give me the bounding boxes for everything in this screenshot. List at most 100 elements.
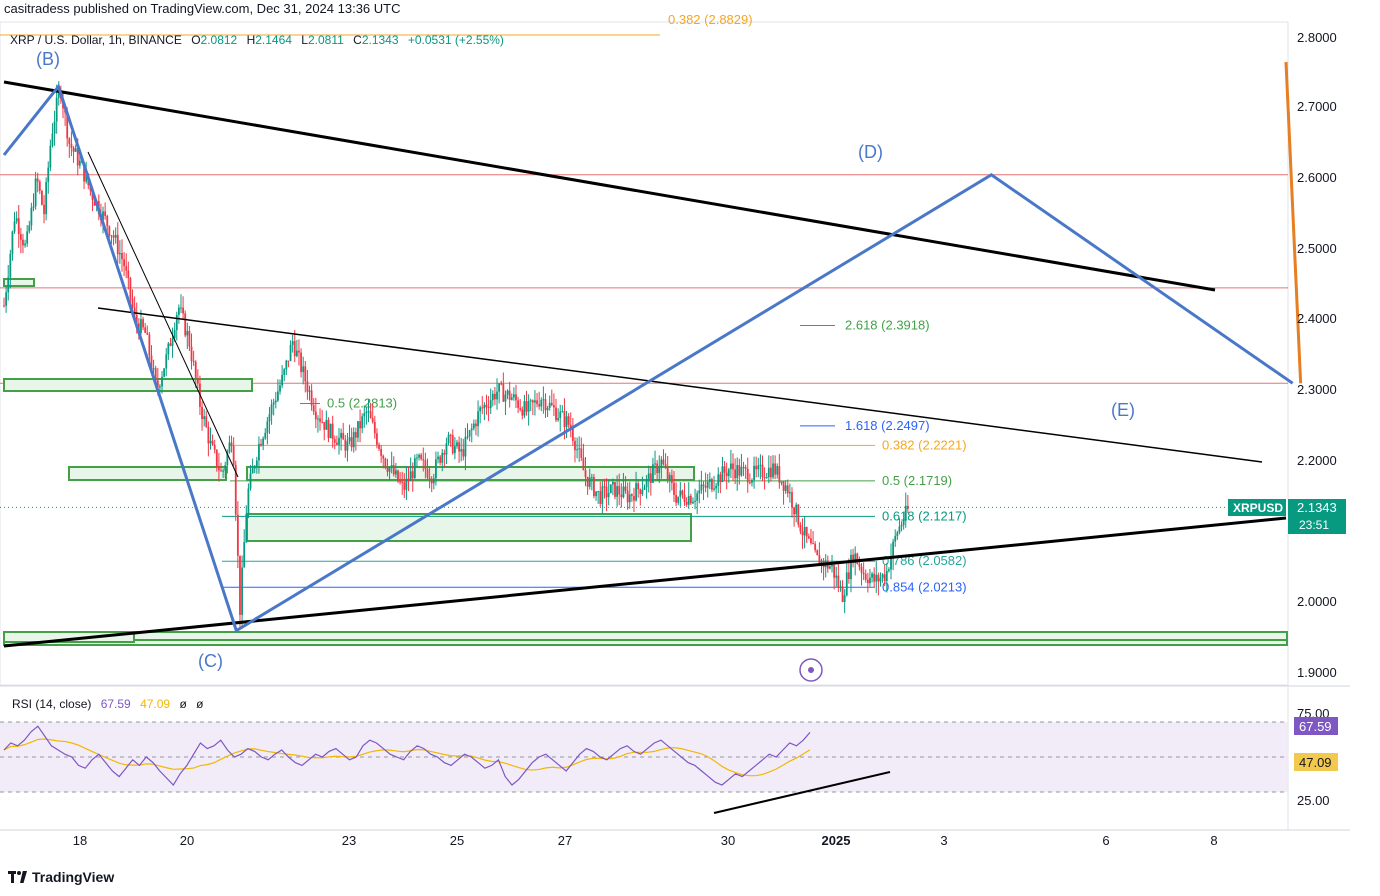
candle-body [167, 343, 170, 355]
candle-body [424, 460, 427, 469]
tradingview-footer[interactable]: TradingView [8, 869, 114, 885]
candle-body [209, 440, 212, 444]
candle-body [140, 319, 142, 333]
candle-body [677, 496, 680, 503]
candle-body [871, 573, 873, 578]
candle-body [696, 493, 699, 501]
candle-body [835, 575, 838, 578]
candle-body [57, 90, 60, 98]
candle-body [270, 404, 273, 415]
candle-body [171, 337, 174, 346]
tradingview-logo-icon [8, 871, 28, 883]
candle-body [420, 454, 423, 459]
time-axis-tick-label: 3 [940, 833, 947, 848]
candle-body [523, 401, 526, 416]
candle-body [614, 482, 616, 497]
candle-body [399, 481, 402, 483]
candle-body [810, 538, 812, 544]
support-zone-box [3, 631, 135, 643]
candle-body [658, 467, 661, 473]
candle-body [666, 467, 669, 480]
candle-body [498, 383, 501, 392]
candle-body [504, 394, 507, 402]
candle-body [734, 469, 737, 479]
candle-body [460, 449, 463, 452]
candle-body [281, 374, 284, 386]
candle-body [331, 423, 334, 440]
candle-body [603, 486, 606, 488]
candle-body [544, 399, 547, 411]
time-axis-tick-label: 20 [180, 833, 194, 848]
candle-body [361, 416, 364, 429]
candle-body [687, 495, 690, 505]
candle-body [262, 438, 265, 446]
candle-body [485, 404, 488, 408]
candle-body [253, 466, 256, 469]
close-value: 2.1343 [361, 33, 399, 47]
candle-body [780, 481, 783, 483]
candle-body [900, 524, 903, 527]
candle-body [156, 380, 159, 388]
wave-label: (B) [36, 49, 60, 69]
close-label: C [353, 33, 362, 47]
candle-body [304, 366, 307, 382]
candle-body [816, 550, 819, 556]
short-downtrend-line [87, 151, 239, 478]
rsi-value-tag: 67.59 [1299, 719, 1332, 734]
candle-body [165, 354, 168, 369]
candle-body [279, 385, 281, 392]
candle-body [896, 532, 899, 536]
tradingview-brand: TradingView [32, 869, 115, 885]
candle-body [335, 442, 338, 445]
candle-body [319, 418, 321, 422]
candle-body [879, 577, 882, 582]
candle-body [435, 459, 437, 479]
candle-body [110, 235, 113, 237]
fib-level-label: 0.618 (2.1217) [882, 508, 967, 523]
fib-level-label: 0.854 (2.0213) [882, 579, 967, 594]
candle-body [588, 477, 591, 487]
candle-body [605, 486, 608, 498]
candle-body [721, 466, 724, 483]
ticker-tag-bg [1228, 499, 1286, 516]
rsi-extra-2: ø [196, 697, 204, 711]
candle-body [329, 423, 332, 438]
wave-label: (E) [1111, 400, 1135, 420]
candle-body [770, 467, 772, 478]
candle-body [295, 350, 298, 357]
candle-body [321, 421, 324, 423]
candle-body [258, 443, 260, 461]
candle-body [593, 477, 595, 497]
time-axis-tick-label: 8 [1210, 833, 1217, 848]
candle-body [357, 421, 359, 438]
candle-body [443, 452, 446, 455]
price-axis-tick-label: 2.4000 [1297, 311, 1337, 326]
candle-body [41, 190, 43, 205]
candle-body [36, 178, 39, 182]
candle-body [129, 277, 132, 299]
price-axis-tick-label: 2.3000 [1297, 382, 1337, 397]
candle-body [576, 449, 578, 451]
candle-body [142, 319, 144, 328]
candle-body [264, 432, 267, 439]
candle-body [799, 524, 802, 532]
low-label: L [301, 33, 308, 47]
candle-body [860, 566, 863, 573]
candle-body [559, 411, 562, 419]
support-zone-box [68, 466, 227, 481]
candle-body [346, 441, 349, 451]
candle-body [487, 407, 490, 409]
candle-body [744, 467, 747, 469]
candle-body [382, 455, 385, 459]
candle-body [475, 423, 477, 427]
time-axis-tick-label: 6 [1102, 833, 1109, 848]
candle-body [125, 266, 128, 271]
candle-body [711, 479, 713, 490]
candle-body [177, 307, 180, 315]
candle-body [601, 486, 604, 504]
candle-body [277, 391, 279, 401]
candle-body [829, 566, 831, 569]
candle-body [66, 112, 69, 139]
candle-body [441, 452, 444, 463]
